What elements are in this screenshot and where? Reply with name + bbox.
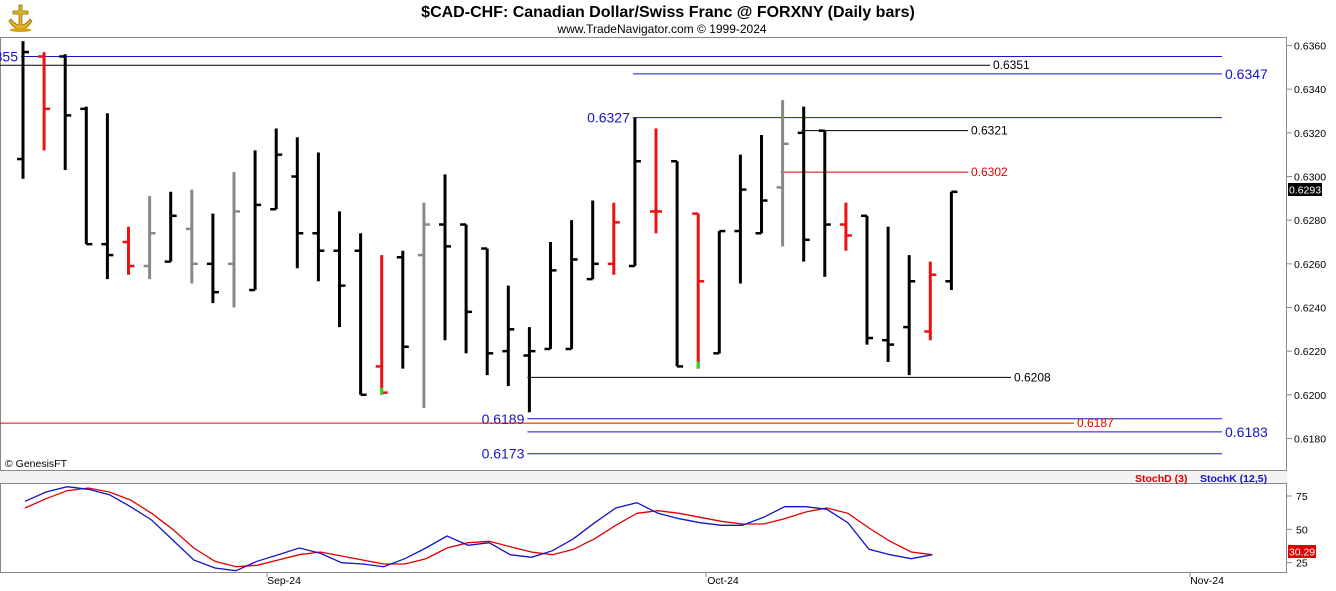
price-axis: 0.6360 0.6340 0.6320 0.6300 0.6280 0.6260 0.62… [1287,41,1326,445]
date-tick-label: Nov-24 [1190,575,1224,587]
ohlc-bar [755,135,768,235]
stochd-line [24,487,933,568]
ohlc-bar [607,202,620,275]
ohlc-bar [101,113,114,280]
level-label: 0.6355 [0,48,18,64]
price-bars [17,41,958,413]
pane-separator [0,471,1287,483]
stoch-tick-label: 25 [1296,558,1308,570]
ohlc-bar [650,128,662,234]
level-label: 0.6173 [482,446,525,462]
ohlc-bar [861,214,873,345]
last-price-badge: 0.6293 [1288,183,1322,197]
ohlc-bar [713,229,726,355]
price-tick-label: 0.6260 [1294,259,1326,271]
stoch-axis: 75 50 25 [1287,491,1308,570]
level-label: 0.6347 [1225,66,1268,82]
stoch-tick-label: 50 [1296,524,1308,536]
stoch-last-value: 30.29 [1289,547,1315,559]
stochk-line [24,486,933,572]
level-lines: 0.6355 0.6351 0.6347 0.6327 0.6321 0.6302 0.62… [0,48,1268,462]
ohlc-bar [291,137,304,269]
ohlc-bar [460,223,473,354]
ohlc-bar [80,106,93,246]
level-label: 0.6208 [1014,370,1051,384]
price-tick-label: 0.6200 [1294,390,1326,402]
ohlc-bar [59,54,72,170]
ohlc-bar [312,152,325,282]
price-tick-label: 0.6340 [1294,84,1326,96]
level-label: 0.6321 [971,124,1008,138]
chart-title: $CAD-CHF: Canadian Dollar/Swiss Franc @ … [421,4,915,21]
logo-icon [8,4,33,32]
ohlc-bar [502,285,515,387]
ohlc-bar [481,247,494,376]
stoch-lines [24,486,933,572]
price-pane-frame [0,37,1287,471]
date-axis-band [0,573,1287,591]
level-label: 0.6327 [587,110,630,126]
ohlc-bar [692,212,705,369]
ohlc-bar [671,159,684,368]
ohlc-bar [565,220,578,351]
watermark: © GenesisFT [5,458,68,470]
ohlc-bar [439,174,451,341]
ohlc-bar [903,255,916,376]
last-price-value: 0.6293 [1289,185,1321,197]
ohlc-bar [839,202,852,251]
ohlc-bar [333,211,346,328]
level-label: 0.6189 [482,411,525,427]
ohlc-bar [797,106,810,262]
date-axis: Sep-24 Oct-24 Nov-24 [266,572,1224,587]
ohlc-bar [354,233,367,397]
price-tick-label: 0.6240 [1294,302,1326,314]
ohlc-bar [628,117,641,268]
ohlc-bar [417,202,430,408]
level-label: 0.6183 [1225,424,1268,440]
ohlc-bar [228,172,240,308]
ohlc-bar [143,196,156,280]
ohlc-bar [396,250,409,369]
ohlc-bar [523,327,536,413]
ohlc-bar [945,190,958,291]
price-tick-label: 0.6320 [1294,128,1326,140]
ohlc-bar [375,255,388,395]
stoch-last-badge: 30.29 [1288,545,1316,559]
ohlc-bar [270,128,283,211]
ohlc-bar [185,189,198,284]
stoch-pane-frame [0,483,1287,573]
ohlc-bar [122,226,135,275]
price-tick-label: 0.6280 [1294,215,1326,227]
price-tick-label: 0.6220 [1294,346,1326,358]
chart-subtitle: www.TradeNavigator.com © 1999-2024 [556,22,766,36]
ohlc-bar [734,154,747,284]
legend-stochk: StochK (12,5) [1200,473,1267,485]
price-tick-label: 0.6300 [1294,172,1326,184]
ohlc-bar [544,241,557,351]
ohlc-bar [882,226,895,363]
ohlc-bar [818,129,831,277]
price-tick-label: 0.6360 [1294,41,1326,53]
level-label: 0.6302 [971,165,1008,179]
ohlc-bar [17,41,29,179]
ohlc-bar [249,150,262,292]
date-tick-label: Oct-24 [707,575,739,587]
ohlc-bar [924,261,937,341]
ohlc-bar [776,100,789,247]
price-tick-label: 0.6180 [1294,433,1326,445]
ohlc-bar [164,191,177,263]
level-label: 0.6351 [993,58,1030,72]
stoch-tick-label: 75 [1296,491,1308,503]
ohlc-bar [38,52,51,151]
ohlc-bar [586,200,599,281]
level-label: 0.6187 [1077,416,1114,430]
legend-stochd: StochD (3) [1135,473,1188,485]
date-tick-label: Sep-24 [267,575,301,587]
ohlc-bar [206,213,219,304]
